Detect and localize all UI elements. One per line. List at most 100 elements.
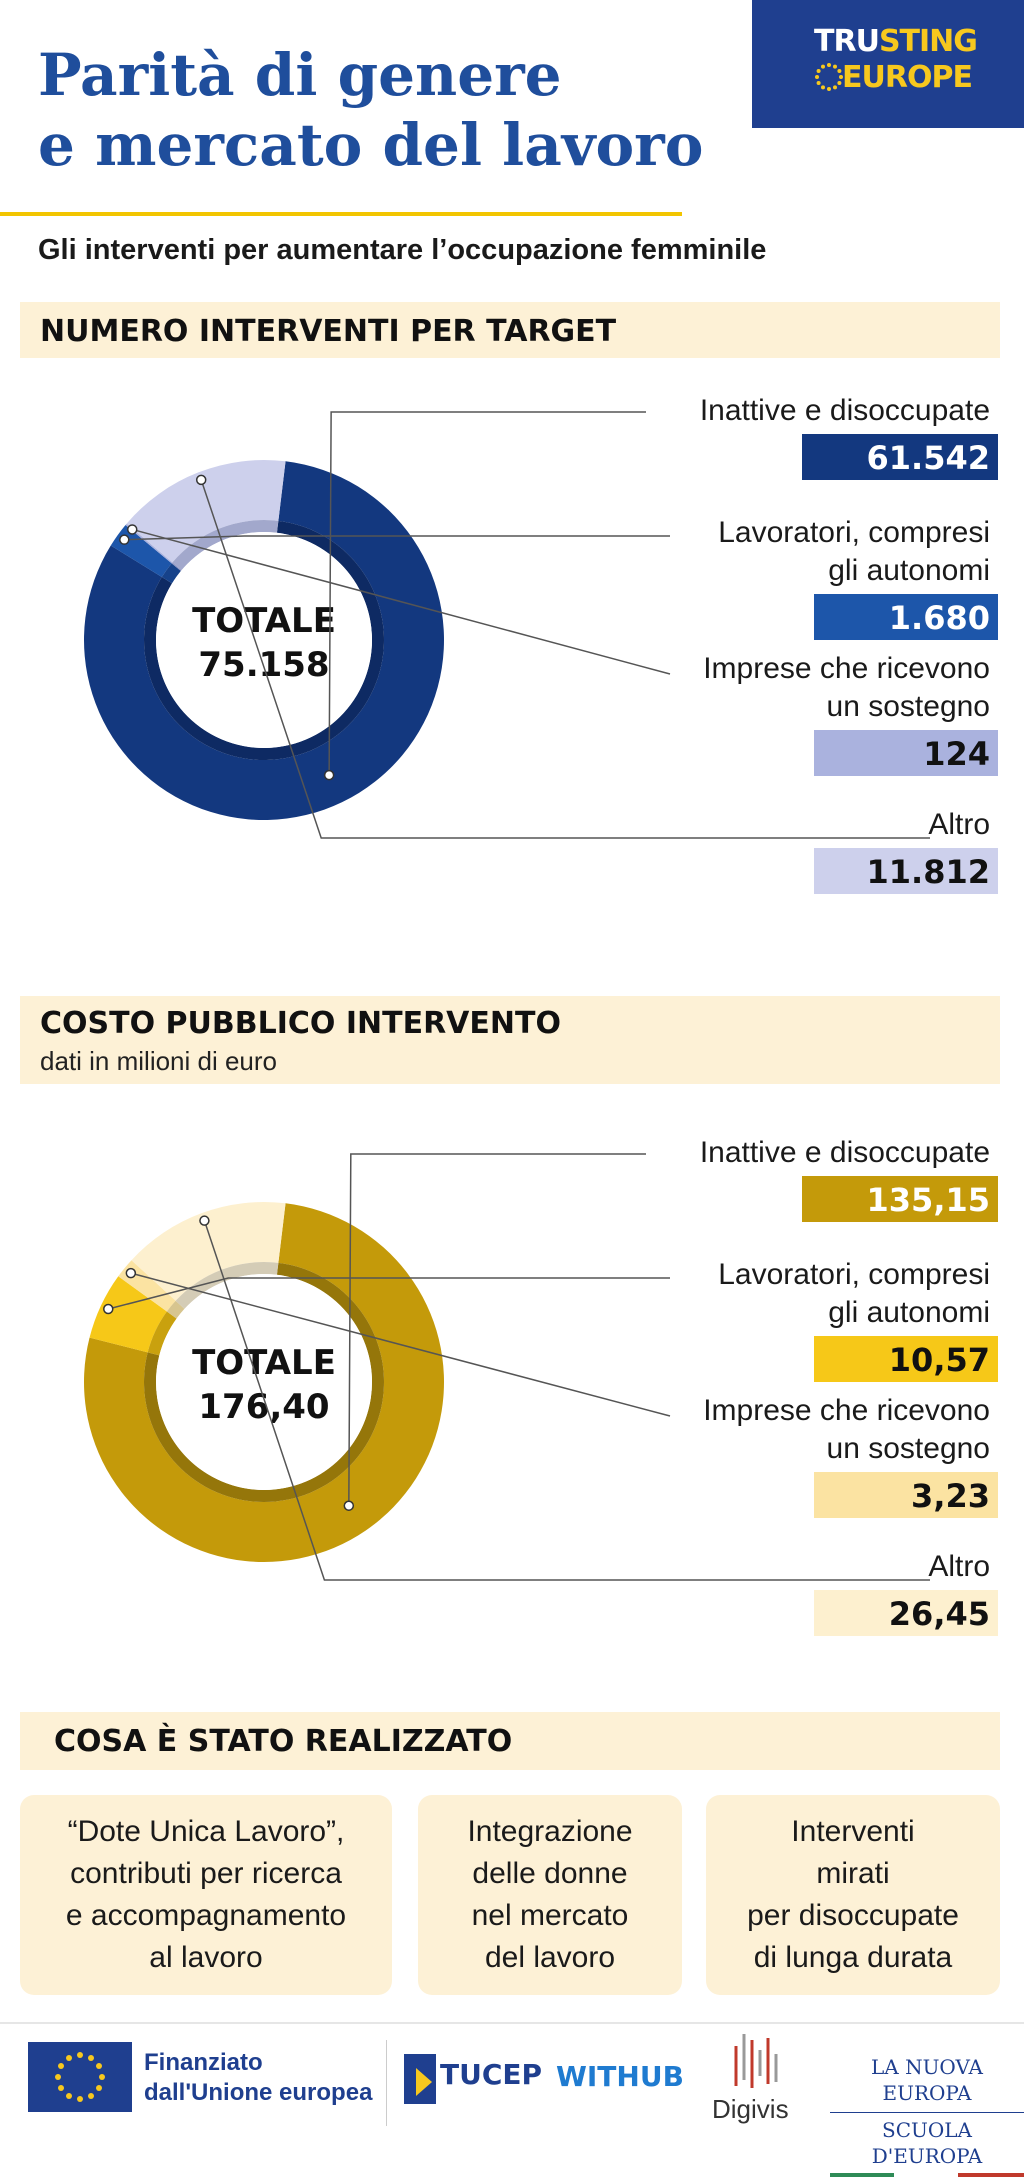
logo-word-tru: TRU	[814, 24, 880, 59]
card-line: contributi per ricerca	[70, 1857, 342, 1890]
data-label: 135,15	[867, 1181, 990, 1219]
donut-slice-inner-ring	[171, 562, 182, 572]
card-line: Interventi	[791, 1815, 915, 1848]
eu-flag-icon	[28, 2042, 132, 2112]
card-line: “Dote Unica Lavoro”,	[67, 1815, 345, 1848]
data-label: 1.680	[889, 599, 990, 637]
section-subtitle-costo: dati in milioni di euro	[40, 1046, 278, 1076]
leader-dot	[103, 1303, 114, 1315]
donut-slice	[125, 523, 173, 564]
digivis-logo: Digivis	[712, 2094, 789, 2124]
title-line-1: Parità di genere	[38, 41, 562, 109]
donut-slice	[131, 1202, 286, 1301]
card-line: nel mercato	[471, 1899, 629, 1932]
section-title-realizzato: COSA È STATO REALIZZATO	[54, 1724, 513, 1759]
section-band-realizzato: COSA È STATO REALIZZATO	[20, 1712, 1000, 1770]
data-label: 11.812	[867, 853, 990, 891]
data-label: 124	[923, 735, 990, 773]
donut-center-label: TOTALE	[192, 1343, 336, 1383]
digivis-bars-icon	[734, 2034, 778, 2088]
tucep-logo: TUCEP	[440, 2058, 543, 2091]
data-label: 10,57	[889, 1341, 990, 1379]
card-interventi-mirati: Interventi mirati per disoccupate di lun…	[706, 1795, 1000, 1995]
eu-funding-text: Finanziato dall'Unione europea	[144, 2048, 372, 2108]
title-line-2: e mercato del lavoro	[38, 111, 704, 179]
value-box	[814, 1472, 998, 1518]
value-box	[814, 848, 998, 894]
donut-slice-inner-ring	[175, 1262, 279, 1309]
logo-word-europe: EUROPE	[842, 60, 973, 95]
legend-label: gli autonomi	[828, 554, 990, 587]
data-label: 26,45	[889, 1595, 990, 1633]
leader-line	[200, 479, 930, 839]
tucep-logo-icon	[404, 2054, 436, 2104]
nuova-line-2: SCUOLA D'EUROPA	[830, 2112, 1024, 2169]
legend-label: Lavoratori, compresi	[718, 1258, 990, 1291]
section-title-costo: COSTO PUBBLICO INTERVENTO	[40, 1006, 561, 1041]
card-dote-unica: “Dote Unica Lavoro”, contributi per rice…	[20, 1795, 392, 1995]
donut-slice-inner-ring	[172, 520, 279, 571]
donut-slice	[83, 1203, 445, 1562]
legend-label: un sostegno	[827, 690, 990, 723]
card-line: del lavoro	[484, 1941, 616, 1974]
card-line: e accompagnamento	[65, 1899, 347, 1932]
legend-label: Imprese che ricevono	[703, 652, 990, 685]
card-integrazione: Integrazione delle donne nel mercato del…	[418, 1795, 682, 1995]
donut-center-value: 176,40	[198, 1387, 329, 1427]
data-label: 61.542	[867, 439, 990, 477]
section-band-costo: COSTO PUBBLICO INTERVENTO dati in milion…	[20, 996, 1000, 1084]
leader-line	[203, 1220, 930, 1581]
eu-text-line-1: Finanziato	[144, 2049, 263, 2076]
donut-hole	[156, 1274, 372, 1490]
logo-word-sting: STING	[878, 24, 978, 59]
value-box	[814, 1336, 998, 1382]
logo-stars-icon	[815, 63, 843, 91]
footer-divider	[0, 2022, 1024, 2024]
value-box	[814, 730, 998, 776]
legend-label: Inattive e disoccupate	[700, 394, 990, 427]
leader-line	[108, 1277, 670, 1310]
donut-center-label: TOTALE	[192, 601, 336, 641]
legend-label: Lavoratori, compresi	[718, 516, 990, 549]
leader-line	[132, 528, 671, 675]
legend-label: Altro	[928, 808, 990, 841]
value-box	[802, 1176, 998, 1222]
section-band-interventi: NUMERO INTERVENTI PER TARGET	[20, 302, 1000, 358]
donut-slice	[126, 460, 286, 563]
leader-dot	[323, 769, 335, 781]
card-line: per disoccupate	[747, 1899, 959, 1932]
card-line: di lunga durata	[753, 1941, 953, 1974]
footer-separator	[386, 2040, 387, 2126]
value-box	[814, 1590, 998, 1636]
leader-line	[348, 1153, 646, 1506]
donut-slice	[89, 1276, 167, 1353]
donut-hole	[156, 532, 372, 748]
legend-label: Altro	[928, 1550, 990, 1583]
leader-dot	[195, 474, 207, 486]
section-title-interventi: NUMERO INTERVENTI PER TARGET	[40, 314, 617, 349]
trusting-europe-logo: TRUSTING EUROPE	[752, 0, 1024, 128]
card-line: Integrazione	[467, 1815, 633, 1848]
nuova-line-1: LA NUOVA EUROPA	[870, 2055, 983, 2105]
card-line: mirati	[816, 1857, 890, 1890]
value-box	[802, 434, 998, 480]
donut-slice	[84, 461, 445, 821]
leader-dot	[199, 1215, 210, 1226]
nuova-europa-logo: LA NUOVA EUROPA SCUOLA D'EUROPA	[830, 2054, 1024, 2177]
leader-line	[130, 1272, 671, 1417]
eu-text-line-2: dall'Unione europea	[144, 2079, 373, 2106]
italian-flag-stripe	[830, 2173, 1024, 2177]
withub-logo: WITHUB	[556, 2060, 684, 2093]
leader-dot	[125, 1267, 137, 1279]
donut-slice-inner-ring	[147, 1311, 177, 1356]
donut-slice-inner-ring	[161, 563, 181, 584]
value-box	[814, 594, 998, 640]
page-subtitle: Gli interventi per aumentare l’occupazio…	[38, 234, 767, 266]
leader-line	[328, 411, 646, 776]
leader-dot	[119, 534, 130, 545]
donut-slice-inner-ring	[166, 1300, 185, 1319]
legend-label: gli autonomi	[828, 1296, 990, 1329]
legend-label: un sostegno	[827, 1432, 990, 1465]
